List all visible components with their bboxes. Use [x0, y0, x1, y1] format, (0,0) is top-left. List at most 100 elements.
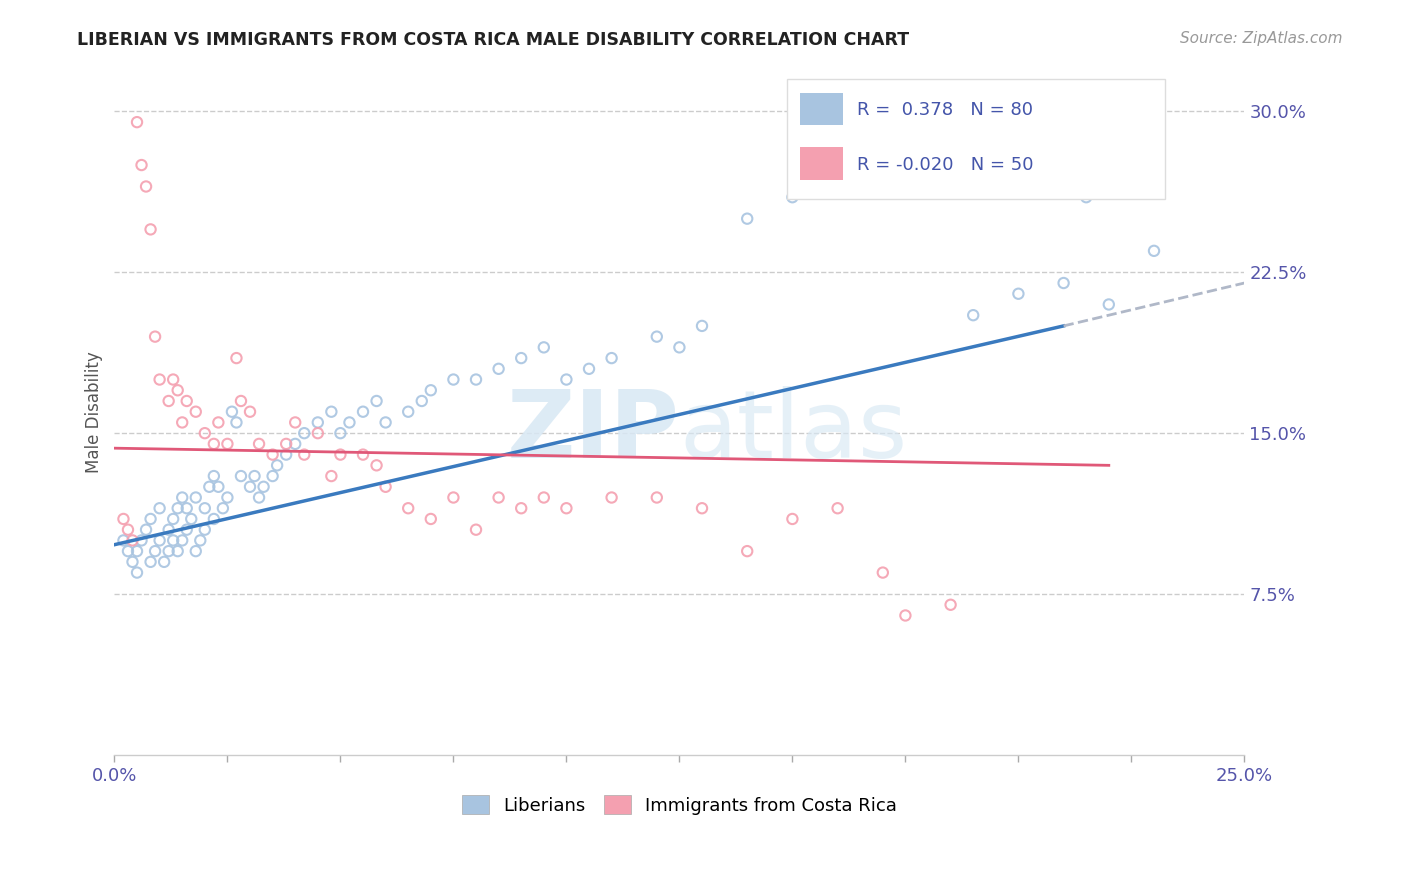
Point	[645, 329, 668, 343]
Point	[396, 501, 419, 516]
Point	[198, 480, 221, 494]
Point	[217, 491, 239, 505]
Point	[262, 448, 284, 462]
Point	[166, 501, 188, 516]
Point	[139, 222, 162, 236]
Point	[225, 416, 247, 430]
Point	[827, 179, 849, 194]
Point	[321, 405, 343, 419]
Point	[276, 437, 298, 451]
Point	[465, 523, 488, 537]
Point	[157, 394, 180, 409]
Point	[366, 394, 388, 409]
Point	[533, 340, 555, 354]
Point	[555, 501, 578, 516]
Point	[184, 544, 207, 558]
Point	[307, 416, 329, 430]
Point	[396, 405, 419, 419]
Point	[188, 533, 211, 548]
Point	[176, 501, 198, 516]
Legend: Liberians, Immigrants from Costa Rica: Liberians, Immigrants from Costa Rica	[461, 795, 897, 814]
Point	[366, 458, 388, 473]
Y-axis label: Male Disability: Male Disability	[86, 351, 103, 473]
Point	[939, 598, 962, 612]
Point	[352, 405, 374, 419]
Point	[149, 533, 172, 548]
Point	[284, 437, 307, 451]
Point	[374, 480, 396, 494]
Point	[166, 384, 188, 398]
Point	[162, 372, 184, 386]
Point	[488, 491, 510, 505]
Point	[176, 394, 198, 409]
Point	[143, 544, 166, 558]
FancyBboxPatch shape	[800, 93, 844, 126]
Point	[143, 329, 166, 343]
Point	[180, 512, 202, 526]
Point	[782, 512, 804, 526]
Point	[153, 555, 176, 569]
Point	[202, 437, 225, 451]
Point	[229, 394, 252, 409]
Point	[735, 211, 758, 226]
Point	[166, 544, 188, 558]
Point	[894, 169, 917, 183]
Point	[112, 533, 135, 548]
Point	[172, 533, 194, 548]
Point	[329, 448, 352, 462]
Point	[266, 458, 288, 473]
Point	[131, 158, 153, 172]
Point	[1098, 297, 1121, 311]
Point	[510, 501, 533, 516]
Point	[202, 512, 225, 526]
Point	[157, 523, 180, 537]
Point	[962, 308, 984, 322]
Point	[690, 318, 713, 333]
Point	[131, 533, 153, 548]
Point	[645, 491, 668, 505]
Point	[194, 523, 217, 537]
Point	[239, 405, 262, 419]
Point	[411, 394, 433, 409]
Point	[221, 405, 243, 419]
Point	[782, 190, 804, 204]
Point	[917, 158, 939, 172]
Point	[125, 115, 148, 129]
Point	[125, 566, 148, 580]
Point	[555, 372, 578, 386]
Point	[329, 426, 352, 441]
Point	[1052, 276, 1074, 290]
Point	[117, 544, 139, 558]
Text: ZIP: ZIP	[506, 386, 679, 478]
Point	[194, 501, 217, 516]
Point	[600, 351, 623, 365]
Point	[872, 179, 894, 194]
Point	[172, 416, 194, 430]
Point	[217, 437, 239, 451]
Point	[207, 480, 229, 494]
Point	[149, 501, 172, 516]
Point	[225, 351, 247, 365]
Point	[139, 555, 162, 569]
Point	[121, 533, 143, 548]
Point	[262, 469, 284, 483]
Point	[247, 491, 270, 505]
Point	[135, 523, 157, 537]
Point	[441, 491, 464, 505]
Point	[276, 448, 298, 462]
Point	[419, 384, 441, 398]
Point	[894, 608, 917, 623]
Point	[112, 512, 135, 526]
Point	[202, 469, 225, 483]
Point	[172, 491, 194, 505]
Point	[510, 351, 533, 365]
Point	[157, 544, 180, 558]
Point	[339, 416, 361, 430]
Point	[352, 448, 374, 462]
Point	[184, 491, 207, 505]
Point	[735, 544, 758, 558]
Point	[374, 416, 396, 430]
Point	[465, 372, 488, 386]
Point	[121, 555, 143, 569]
Point	[668, 340, 690, 354]
